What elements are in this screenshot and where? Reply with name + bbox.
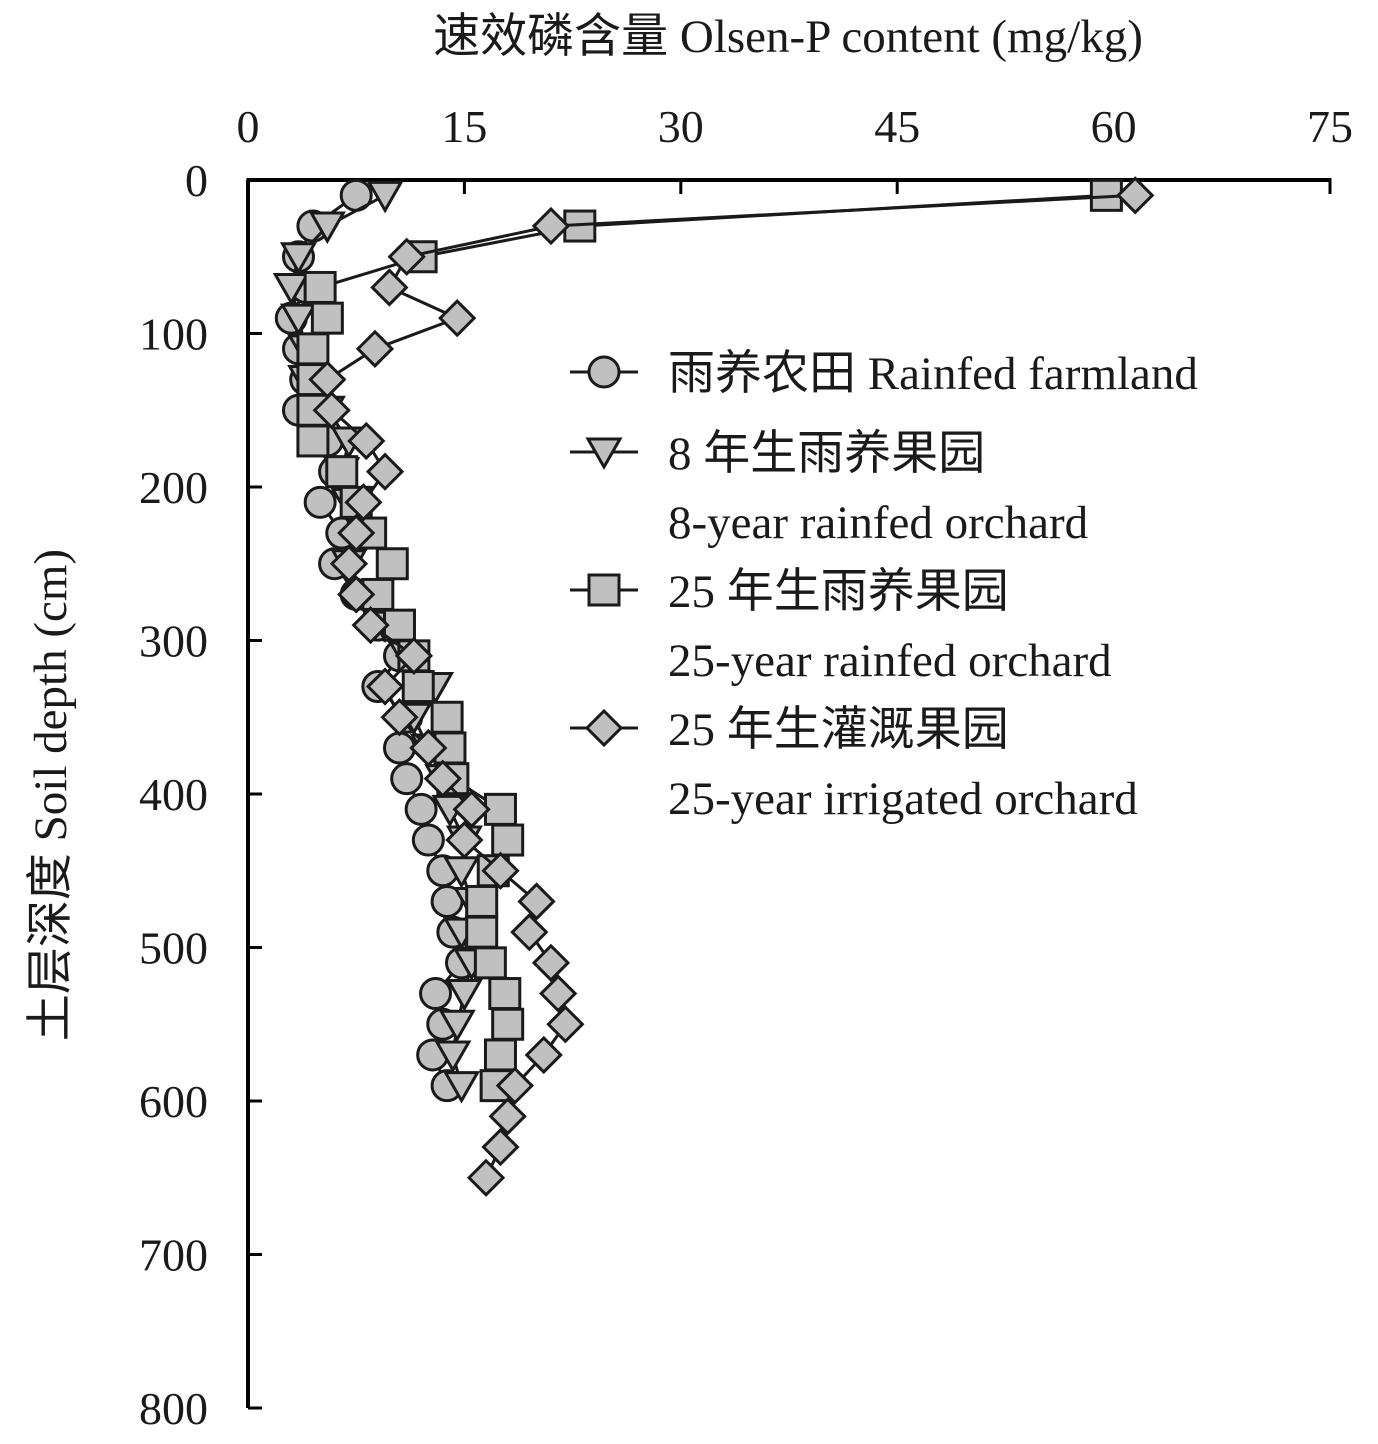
marker-diamond <box>495 1066 535 1105</box>
marker-triangle <box>445 979 483 1012</box>
marker-triangle <box>434 1040 472 1073</box>
y-tick-label: 0 <box>185 155 208 206</box>
marker-diamond <box>387 237 426 276</box>
marker-square <box>430 700 464 734</box>
marker-diamond <box>344 483 383 522</box>
marker-square <box>491 823 525 857</box>
legend-label: 雨养农田 Rainfed farmland <box>668 348 1198 400</box>
marker-circle <box>404 792 438 826</box>
x-axis-title: 速效磷含量 Olsen-P content (mg/kg) <box>433 11 1143 63</box>
marker-square <box>375 547 409 581</box>
marker-square <box>483 1038 517 1072</box>
marker-square <box>491 1007 525 1041</box>
marker-diamond <box>445 820 484 860</box>
legend-item-3: 25 年生雨养果园 25-year rainfed orchard <box>570 566 1112 687</box>
marker-diamond <box>481 1127 520 1167</box>
plot-area <box>272 176 1155 1197</box>
x-tick-label: 75 <box>1307 101 1353 152</box>
y-tick-label: 500 <box>139 923 208 974</box>
marker-diamond <box>337 513 376 553</box>
marker-diamond <box>370 268 409 307</box>
legend-item-2: 8 年生雨养果园 8-year rainfed orchard <box>570 428 1088 549</box>
marker-diamond <box>1116 176 1155 215</box>
marker-triangle <box>585 437 623 471</box>
marker-circle <box>419 977 453 1011</box>
y-tick-label: 200 <box>139 462 208 513</box>
marker-square <box>401 670 435 704</box>
series-4 <box>308 176 1155 1197</box>
marker-square <box>465 884 499 918</box>
marker-circle <box>587 355 621 389</box>
y-axis-title: 土层深度 Soil depth (cm) <box>25 549 77 1041</box>
marker-square <box>296 424 330 458</box>
marker-diamond <box>517 882 556 921</box>
marker-diamond <box>312 391 351 430</box>
marker-square <box>325 455 359 489</box>
marker-triangle <box>279 303 318 337</box>
y-tick-label: 700 <box>139 1230 208 1281</box>
marker-triangle <box>438 1009 476 1043</box>
marker-diamond <box>481 851 520 890</box>
marker-square <box>473 946 507 980</box>
marker-diamond <box>452 790 491 829</box>
marker-triangle <box>366 180 404 214</box>
marker-circle <box>390 762 424 796</box>
legend-label-line2: 25-year rainfed orchard <box>668 635 1112 687</box>
marker-triangle <box>308 211 346 245</box>
legend-label: 8 年生雨养果园 <box>668 428 985 480</box>
marker-square <box>296 332 330 366</box>
marker-square <box>488 977 522 1011</box>
marker-diamond <box>510 913 549 952</box>
legend-label-line2: 25-year irrigated orchard <box>668 773 1138 825</box>
legend-item-4: 25 年生灌溉果园 25-year irrigated orchard <box>570 704 1138 825</box>
legend: 雨养农田 Rainfed farmland 8 年生雨养果园 8-year rain… <box>570 348 1198 825</box>
y-tick-label: 400 <box>139 769 208 820</box>
marker-diamond <box>365 667 405 706</box>
marker-diamond <box>355 329 395 368</box>
marker-diamond <box>539 974 578 1013</box>
x-tick-label: 60 <box>1091 101 1137 152</box>
y-tick-label: 800 <box>139 1383 208 1434</box>
marker-diamond <box>365 452 405 491</box>
x-tick-label: 30 <box>658 101 704 152</box>
marker-diamond <box>423 759 462 798</box>
y-tick-label: 600 <box>139 1076 208 1127</box>
x-tick-label: 0 <box>237 101 260 152</box>
marker-diamond <box>488 1097 527 1136</box>
marker-diamond <box>438 299 477 338</box>
marker-diamond <box>531 943 571 982</box>
marker-triangle <box>442 1071 481 1104</box>
marker-diamond <box>409 728 448 768</box>
legend-label: 25 年生灌溉果园 <box>668 704 1009 756</box>
marker-diamond <box>584 708 624 748</box>
marker-triangle <box>272 272 310 306</box>
legend-item-1: 雨养农田 Rainfed farmland <box>570 348 1198 400</box>
marker-diamond <box>524 1035 563 1075</box>
marker-diamond <box>351 606 390 645</box>
axes: 0 15 30 45 60 75 0 100 200 300 400 500 600 700 800 <box>139 101 1353 1434</box>
marker-diamond <box>347 421 386 461</box>
marker-diamond <box>380 698 419 737</box>
marker-circle <box>411 823 445 857</box>
marker-square <box>310 301 344 335</box>
y-tick-label: 300 <box>139 616 208 667</box>
marker-triangle <box>442 856 481 889</box>
marker-diamond <box>531 206 571 246</box>
marker-diamond <box>394 636 434 675</box>
marker-diamond <box>337 575 376 614</box>
legend-label-line2: 8-year rainfed orchard <box>668 497 1088 549</box>
legend-label: 25 年生雨养果园 <box>668 566 1009 618</box>
marker-circle <box>303 485 337 519</box>
marker-triangle <box>279 242 318 275</box>
marker-square <box>587 573 621 607</box>
marker-square <box>303 270 337 304</box>
x-tick-label: 15 <box>441 101 487 152</box>
marker-diamond <box>546 1005 585 1044</box>
marker-square <box>465 915 499 949</box>
marker-diamond <box>466 1158 506 1197</box>
x-tick-label: 45 <box>874 101 920 152</box>
marker-diamond <box>329 544 369 583</box>
y-tick-label: 100 <box>139 309 208 360</box>
